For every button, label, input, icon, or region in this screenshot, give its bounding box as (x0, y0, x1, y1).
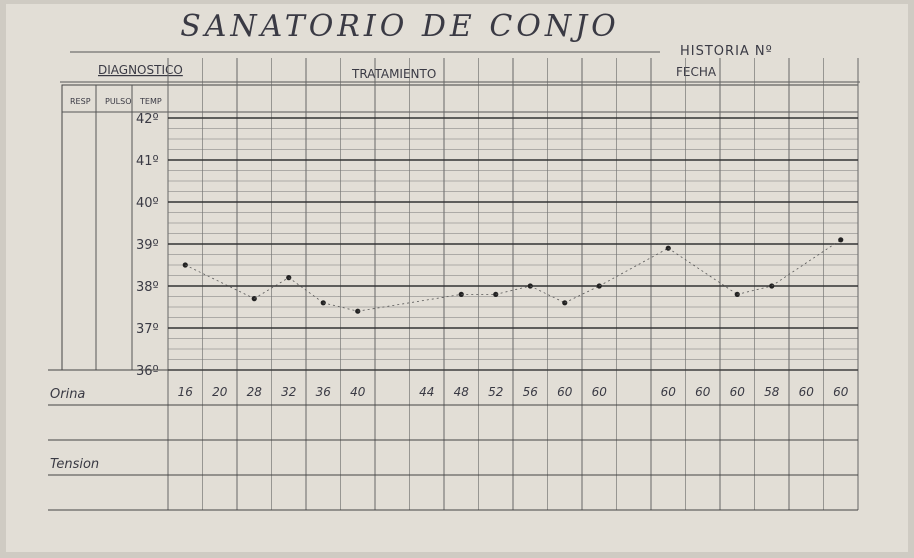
orina-value: 60 (557, 385, 573, 399)
orina-value: 60 (592, 385, 608, 399)
column-header: PULSO (105, 97, 132, 106)
orina-value: 60 (695, 385, 711, 399)
temp-label: 40º (136, 196, 159, 211)
paper (6, 4, 908, 552)
row-label: Orina (50, 387, 85, 402)
page: SANATORIO DE CONJO HISTORIA Nº DIAGNOSTI… (0, 0, 914, 558)
orina-value: 60 (661, 385, 677, 399)
fecha: FECHA (676, 65, 717, 79)
temp-dot (666, 246, 671, 251)
temp-label: 42º (136, 112, 159, 127)
orina-value: 44 (419, 385, 434, 399)
orina-value: 28 (247, 385, 263, 399)
orina-value: 56 (523, 385, 539, 399)
historia: HISTORIA Nº (680, 44, 773, 59)
orina-value: 58 (764, 385, 780, 399)
diagnostico: DIAGNOSTICO (98, 63, 183, 77)
temp-label: 38º (136, 280, 159, 295)
temp-label: 41º (136, 154, 159, 169)
chart-sheet: SANATORIO DE CONJO HISTORIA Nº DIAGNOSTI… (0, 0, 914, 558)
orina-value: 60 (833, 385, 849, 399)
title: SANATORIO DE CONJO (180, 9, 620, 44)
orina-value: 60 (799, 385, 815, 399)
orina-value: 16 (178, 385, 194, 399)
orina-value: 48 (454, 385, 470, 399)
column-header: TEMP (139, 97, 162, 106)
temp-label: 39º (136, 238, 159, 253)
column-header: RESP (70, 97, 91, 106)
orina-value: 32 (281, 385, 296, 399)
temp-dot (838, 237, 843, 242)
orina-value: 60 (730, 385, 746, 399)
temp-label: 37º (136, 322, 159, 337)
orina-value: 52 (488, 385, 503, 399)
orina-value: 20 (212, 385, 228, 399)
orina-value: 40 (350, 385, 366, 399)
tratamiento: TRATAMIENTO (351, 67, 436, 81)
row-label: Tension (50, 457, 99, 472)
temp-label: 36º (136, 364, 159, 379)
orina-value: 36 (316, 385, 332, 399)
